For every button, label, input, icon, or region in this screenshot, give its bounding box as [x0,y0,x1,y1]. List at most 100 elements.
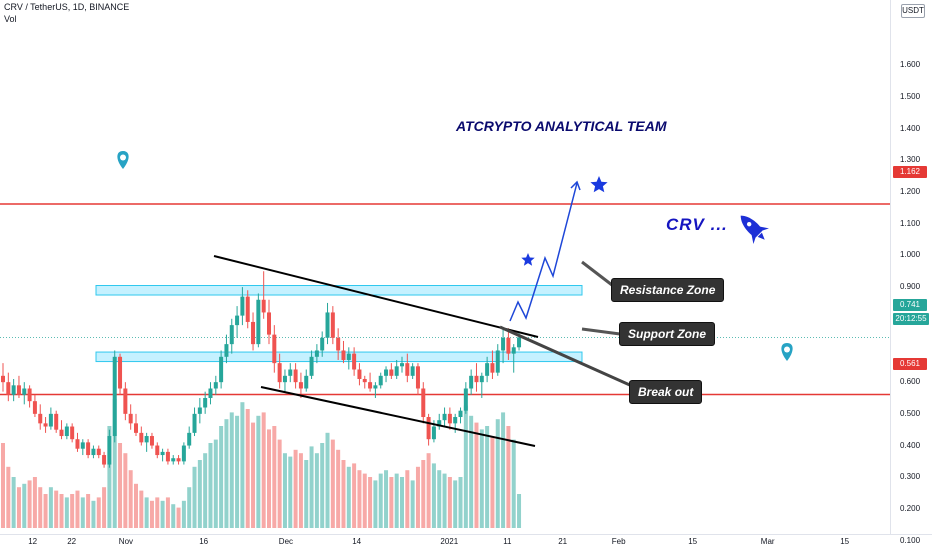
volume-bar [128,470,133,528]
volume-bar [134,483,138,528]
volume-bar [144,497,149,528]
symbol-title[interactable]: CRV / TetherUS, 1D, BINANCE [4,2,130,12]
candle-body [304,375,309,389]
candle-body [282,375,287,383]
candle-body [506,337,511,354]
volume-bar [288,456,293,528]
y-axis-tick-label: 1.200 [900,187,921,197]
candle-body [160,451,165,456]
y-axis-tick-label: 1.300 [900,155,921,165]
volume-bar [32,477,37,528]
y-axis-divider [890,0,891,534]
horizontal-lines [0,203,890,396]
upper-trendline [213,255,539,338]
breakout-connector [499,325,633,388]
candle-body [336,337,341,351]
candle-body [378,375,383,386]
volume-bar [282,453,287,528]
candle-body [16,385,21,395]
candle-body [181,445,186,462]
candle-body [325,312,330,338]
candle-body [102,455,107,465]
candle-body [352,353,357,370]
x-axis-tick-label: 21 [558,537,568,546]
candle-body [463,388,468,411]
last-price-tag: 0.741 [893,299,927,311]
volume-bar [309,446,314,528]
volume-bar [357,470,362,528]
candle-body [394,366,399,376]
x-axis-tick-label: 22 [67,537,77,546]
volume-bar [54,490,59,528]
breakout-callout[interactable]: Break out [629,380,703,404]
candle-body [442,413,447,421]
volume-bar [410,480,415,528]
countdown-tag: 20:12:55 [893,313,929,325]
volume-bar [155,497,160,528]
candle-body [144,436,149,443]
candle-body [224,344,229,357]
candle-body [415,366,420,389]
volume-bar [70,494,75,528]
volume-bar [495,419,500,528]
volume-bar [277,439,282,528]
volume-bar [511,439,516,528]
candle-body [165,451,170,462]
volume-bar [149,500,154,528]
candle-body [373,385,378,389]
candle-body [75,439,80,449]
volume-bar [22,483,27,528]
y-axis-tick-label: 1.500 [900,91,921,101]
candle-body [447,413,452,424]
zone-rectangles [95,285,583,363]
x-axis-tick-label: 14 [352,537,362,546]
volume-bar [447,477,452,528]
candle-body [341,350,346,360]
candle-body [70,426,75,440]
x-axis-tick-label: 2021 [440,537,459,546]
x-axis-tick-label: Dec [278,537,294,546]
support-zone-callout[interactable]: Support Zone [619,322,715,346]
candle-body [235,315,240,326]
x-axis-tick-label: 15 [688,537,698,546]
candle-body [314,350,319,357]
volume-bar [389,477,394,528]
candle-body [272,334,277,364]
candle-body [139,432,144,443]
candle-body [203,398,208,408]
volume-bar [235,415,240,528]
candle-body [501,337,506,351]
volume-bar [203,453,208,528]
volume-bar [378,473,383,528]
currency-button[interactable]: USDT [901,4,925,18]
volume-bar [251,422,256,528]
volume-bar [325,432,330,528]
candle-body [107,436,112,465]
volume-bar [139,490,144,528]
resistance-zone-callout[interactable]: Resistance Zone [611,278,725,302]
volume-bar [213,439,218,528]
candle-body [384,369,389,376]
candle-body [149,436,154,446]
lower-trendline [260,386,536,447]
volume-bar [394,473,399,528]
support-line-price-tag: 0.561 [893,358,927,370]
candle-body [389,369,394,376]
volume-bar [75,490,80,528]
volume-bar [469,415,474,528]
volume-bar [298,453,303,528]
candle-body [267,312,271,335]
candle-body [123,388,128,414]
volume-bar [208,443,213,528]
x-axis-divider [0,534,932,535]
candle-body [400,363,404,367]
volume-bar [48,487,53,528]
candle-body [288,369,293,376]
volume-bar [181,500,186,528]
candle-body [298,382,303,389]
volume-bar [479,429,484,528]
volume-bar [240,402,245,528]
map-pin-icon [781,343,793,361]
support-zone [95,351,583,363]
